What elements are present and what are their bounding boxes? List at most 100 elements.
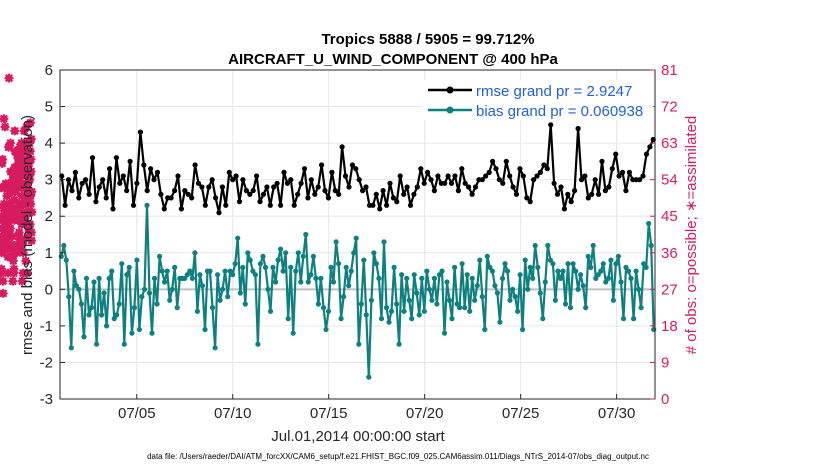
bias-point — [416, 312, 422, 318]
rmse-point — [384, 202, 390, 208]
bias-point — [68, 345, 74, 351]
bias-point — [499, 275, 506, 281]
rmse-point — [503, 158, 509, 164]
bias-point — [394, 301, 400, 307]
bias-point — [492, 283, 498, 289]
bias-point — [262, 264, 269, 270]
bias-point — [507, 297, 513, 303]
rmse-point — [141, 162, 147, 168]
bias-point — [419, 275, 425, 281]
bias-point — [71, 268, 77, 274]
bias-point — [573, 268, 579, 274]
obs-count-marker — [25, 146, 35, 156]
bias-point — [116, 301, 122, 307]
obs-count-marker — [26, 199, 36, 209]
y-tick-label: -1 — [40, 318, 53, 335]
bias-point — [618, 279, 624, 285]
bias-point — [368, 297, 374, 303]
bias-point — [338, 316, 344, 322]
bias-point — [651, 326, 657, 333]
bias-point — [247, 257, 253, 263]
bias-point — [578, 272, 584, 278]
bias-point — [381, 239, 387, 245]
bias-point — [396, 341, 402, 347]
x-tick-label: 07/10 — [214, 405, 252, 422]
rmse-point — [127, 158, 133, 164]
bias-point — [192, 250, 198, 256]
rmse-point — [452, 173, 458, 179]
bias-point — [111, 316, 117, 322]
rmse-point — [322, 188, 328, 194]
bias-point — [293, 268, 299, 274]
bias-point — [603, 279, 609, 285]
obs-count-marker — [26, 166, 36, 177]
rmse-point — [230, 177, 236, 183]
bias-point — [305, 279, 311, 285]
bias-point — [285, 316, 291, 322]
bias-point — [532, 242, 538, 249]
rmse-point — [619, 169, 626, 175]
bias-point — [522, 257, 528, 263]
bias-point — [399, 272, 405, 278]
bias-point — [502, 261, 508, 267]
rmse-point — [312, 191, 318, 197]
rmse-point — [363, 184, 369, 190]
rmse-point — [158, 191, 164, 197]
rmse-point — [637, 177, 643, 183]
bias-point — [590, 242, 596, 249]
rmse-point — [100, 177, 106, 183]
rmse-point — [554, 191, 561, 197]
bias-point — [154, 301, 160, 307]
bias-point — [288, 264, 294, 270]
bias-point — [426, 286, 432, 292]
rmse-point — [223, 202, 229, 208]
rmse-point — [421, 180, 427, 186]
bias-point — [280, 268, 286, 274]
rmse-point — [336, 191, 342, 197]
bias-point — [562, 301, 569, 307]
obs-count-marker — [26, 154, 36, 164]
rmse-point — [541, 162, 547, 168]
bias-point — [504, 268, 511, 274]
bias-point — [149, 330, 155, 336]
obs-count-marker — [4, 73, 14, 83]
bias-point — [386, 319, 392, 325]
rmse-point — [247, 191, 253, 197]
obs-count-marker — [18, 248, 28, 258]
bias-point — [436, 272, 442, 278]
rmse-point — [175, 173, 181, 179]
bias-point — [517, 272, 523, 278]
rmse-point — [578, 177, 585, 183]
bias-point — [625, 268, 632, 274]
rmse-point — [250, 188, 256, 194]
bias-point — [146, 290, 153, 296]
rmse-point — [83, 177, 89, 183]
obs-count-marker — [0, 114, 9, 124]
bias-point — [497, 319, 503, 325]
rmse-point — [154, 169, 161, 175]
rmse-point — [236, 199, 243, 205]
rmse-point — [479, 177, 485, 183]
rmse-point — [609, 166, 615, 172]
bias-point — [144, 202, 150, 208]
bias-point — [378, 316, 385, 322]
rmse-series — [59, 122, 656, 216]
rmse-point — [483, 173, 489, 179]
y-right-tick-label: 54 — [661, 172, 678, 189]
bias-point — [376, 275, 382, 281]
rmse-point — [120, 173, 126, 179]
bias-point — [136, 326, 142, 333]
rmse-point — [397, 173, 403, 179]
rmse-point — [124, 188, 130, 194]
bias-point — [199, 283, 205, 289]
rmse-point — [414, 184, 420, 190]
bias-point — [610, 297, 617, 303]
rmse-point — [79, 180, 85, 186]
rmse-point — [548, 122, 554, 128]
rmse-point — [551, 180, 557, 186]
obs-count-marker — [8, 276, 18, 286]
bias-point — [303, 231, 309, 238]
y-tick-label: 4 — [45, 135, 53, 152]
rmse-point — [62, 202, 68, 208]
bias-point — [388, 308, 395, 314]
